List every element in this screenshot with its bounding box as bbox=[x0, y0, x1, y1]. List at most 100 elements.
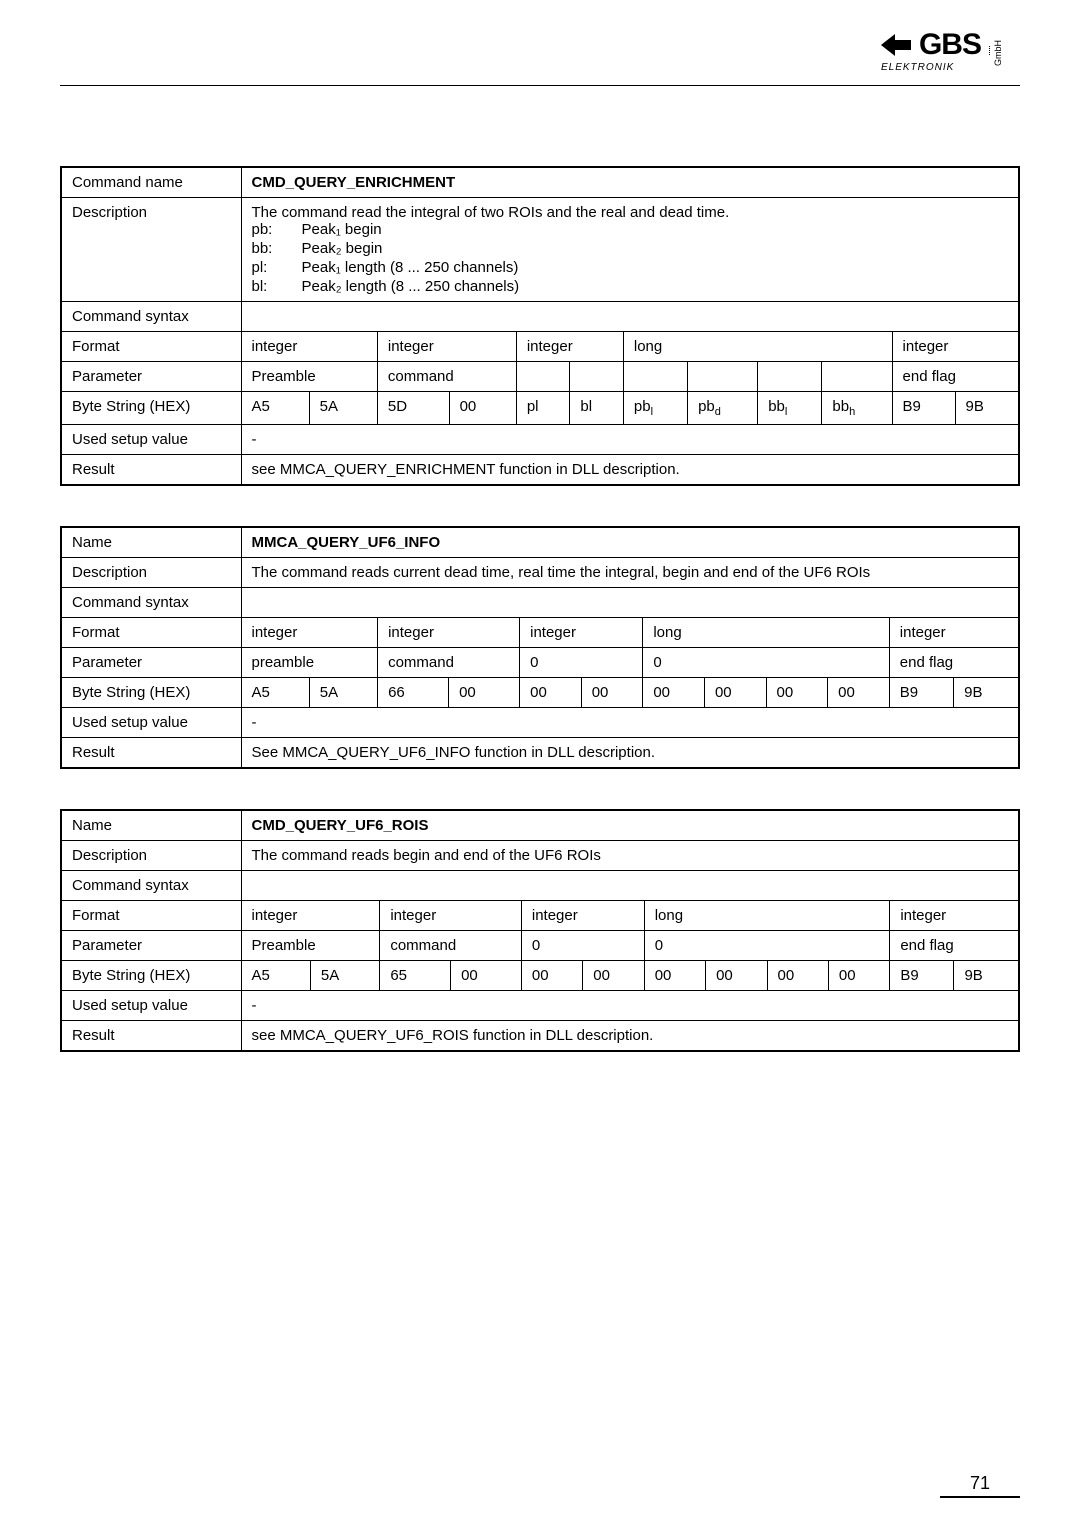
par-5: end flag bbox=[890, 931, 1019, 961]
bs-2: 5A bbox=[310, 961, 379, 991]
label-format: Format bbox=[61, 618, 241, 648]
bs-2: 5A bbox=[309, 678, 377, 708]
desc-pl-key: pl: bbox=[252, 259, 302, 276]
table-cmd-query-enrichment: Command name CMD_QUERY_ENRICHMENT Descri… bbox=[60, 166, 1020, 486]
bs-6: 00 bbox=[581, 678, 643, 708]
logo-sub: ELEKTRONIK bbox=[881, 62, 981, 73]
fmt-1: integer bbox=[241, 901, 380, 931]
bs-10: bbh bbox=[822, 392, 892, 425]
par-2: command bbox=[380, 931, 522, 961]
table-cmd-query-uf6-rois: Name CMD_QUERY_UF6_ROIS Description The … bbox=[60, 809, 1020, 1052]
par-3 bbox=[516, 362, 570, 392]
bs-7: 00 bbox=[643, 678, 705, 708]
par-9: end flag bbox=[892, 362, 1019, 392]
bs-3: 66 bbox=[378, 678, 449, 708]
bs-1: A5 bbox=[241, 678, 309, 708]
bs-10: 00 bbox=[828, 678, 890, 708]
label-name: Name bbox=[61, 527, 241, 558]
bs-7: 00 bbox=[644, 961, 705, 991]
par-4 bbox=[570, 362, 624, 392]
bs-10: 00 bbox=[828, 961, 889, 991]
bs-8: pbd bbox=[688, 392, 758, 425]
desc-bl-val: Peak₂ length (8 ... 250 channels) bbox=[302, 278, 1009, 295]
par-3: 0 bbox=[520, 648, 643, 678]
par-3: 0 bbox=[521, 931, 644, 961]
par-6 bbox=[688, 362, 758, 392]
value-result: see MMCA_QUERY_UF6_ROIS function in DLL … bbox=[241, 1021, 1019, 1052]
label-description: Description bbox=[61, 558, 241, 588]
bs-5: 00 bbox=[521, 961, 582, 991]
fmt-1: integer bbox=[241, 618, 378, 648]
desc-bl-key: bl: bbox=[252, 278, 302, 295]
desc-bb-key: bb: bbox=[252, 240, 302, 257]
value-name: CMD_QUERY_UF6_ROIS bbox=[241, 810, 1019, 841]
bs-11: B9 bbox=[892, 392, 955, 425]
par-2: command bbox=[377, 362, 516, 392]
bs-12: 9B bbox=[955, 392, 1019, 425]
label-byte-string: Byte String (HEX) bbox=[61, 678, 241, 708]
bs-3: 65 bbox=[380, 961, 451, 991]
logo-block: GBS ELEKTRONIK bbox=[881, 28, 981, 73]
bs-4: 00 bbox=[449, 678, 520, 708]
fmt-5: integer bbox=[889, 618, 1019, 648]
bs-6: 00 bbox=[583, 961, 644, 991]
bs-11: B9 bbox=[890, 961, 954, 991]
desc-pb-key: pb: bbox=[252, 221, 302, 238]
value-name: MMCA_QUERY_UF6_INFO bbox=[241, 527, 1019, 558]
label-format: Format bbox=[61, 332, 241, 362]
logo-icon bbox=[881, 34, 915, 56]
label-result: Result bbox=[61, 455, 241, 486]
logo-header: GBS ELEKTRONIK GmbH bbox=[881, 28, 1020, 73]
label-result: Result bbox=[61, 738, 241, 769]
desc-pl-val: Peak₁ length (8 ... 250 channels) bbox=[302, 259, 1009, 276]
bs-7: pbl bbox=[623, 392, 687, 425]
bs-8: 00 bbox=[706, 961, 767, 991]
label-command-syntax: Command syntax bbox=[61, 871, 241, 901]
label-name: Name bbox=[61, 810, 241, 841]
header-divider bbox=[60, 85, 1020, 86]
label-used-setup: Used setup value bbox=[61, 708, 241, 738]
bs-9: bbl bbox=[758, 392, 822, 425]
bs-1: A5 bbox=[241, 392, 309, 425]
value-description: The command reads current dead time, rea… bbox=[241, 558, 1019, 588]
value-result: see MMCA_QUERY_ENRICHMENT function in DL… bbox=[241, 455, 1019, 486]
label-result: Result bbox=[61, 1021, 241, 1052]
value-command-syntax bbox=[241, 302, 1019, 332]
par-1: preamble bbox=[241, 648, 378, 678]
value-command-syntax bbox=[241, 871, 1019, 901]
label-description: Description bbox=[61, 841, 241, 871]
desc-pb-val: Peak₁ begin bbox=[302, 221, 1009, 238]
value-used-setup: - bbox=[241, 991, 1019, 1021]
page-number: 71 bbox=[940, 1473, 1020, 1498]
par-8 bbox=[822, 362, 892, 392]
fmt-2: integer bbox=[378, 618, 520, 648]
bs-6: bl bbox=[570, 392, 624, 425]
fmt-2: integer bbox=[377, 332, 516, 362]
par-5: end flag bbox=[889, 648, 1019, 678]
bs-1: A5 bbox=[241, 961, 310, 991]
bs-5: 00 bbox=[520, 678, 582, 708]
fmt-5: integer bbox=[892, 332, 1019, 362]
label-format: Format bbox=[61, 901, 241, 931]
value-command-syntax bbox=[241, 588, 1019, 618]
logo-main: GBS bbox=[919, 28, 981, 62]
value-used-setup: - bbox=[241, 708, 1019, 738]
value-result: See MMCA_QUERY_UF6_INFO function in DLL … bbox=[241, 738, 1019, 769]
label-parameter: Parameter bbox=[61, 362, 241, 392]
label-command-name: Command name bbox=[61, 167, 241, 198]
bs-11: B9 bbox=[889, 678, 953, 708]
bs-5: pl bbox=[516, 392, 570, 425]
bs-12: 9B bbox=[954, 678, 1019, 708]
value-command-name: CMD_QUERY_ENRICHMENT bbox=[241, 167, 1019, 198]
label-command-syntax: Command syntax bbox=[61, 302, 241, 332]
fmt-5: integer bbox=[890, 901, 1019, 931]
desc-intro: The command read the integral of two ROI… bbox=[252, 204, 1009, 221]
fmt-3: integer bbox=[520, 618, 643, 648]
par-2: command bbox=[378, 648, 520, 678]
label-byte-string: Byte String (HEX) bbox=[61, 961, 241, 991]
fmt-4: long bbox=[643, 618, 889, 648]
bs-9: 00 bbox=[767, 961, 828, 991]
par-7 bbox=[758, 362, 822, 392]
bs-9: 00 bbox=[766, 678, 828, 708]
par-1: Preamble bbox=[241, 931, 380, 961]
